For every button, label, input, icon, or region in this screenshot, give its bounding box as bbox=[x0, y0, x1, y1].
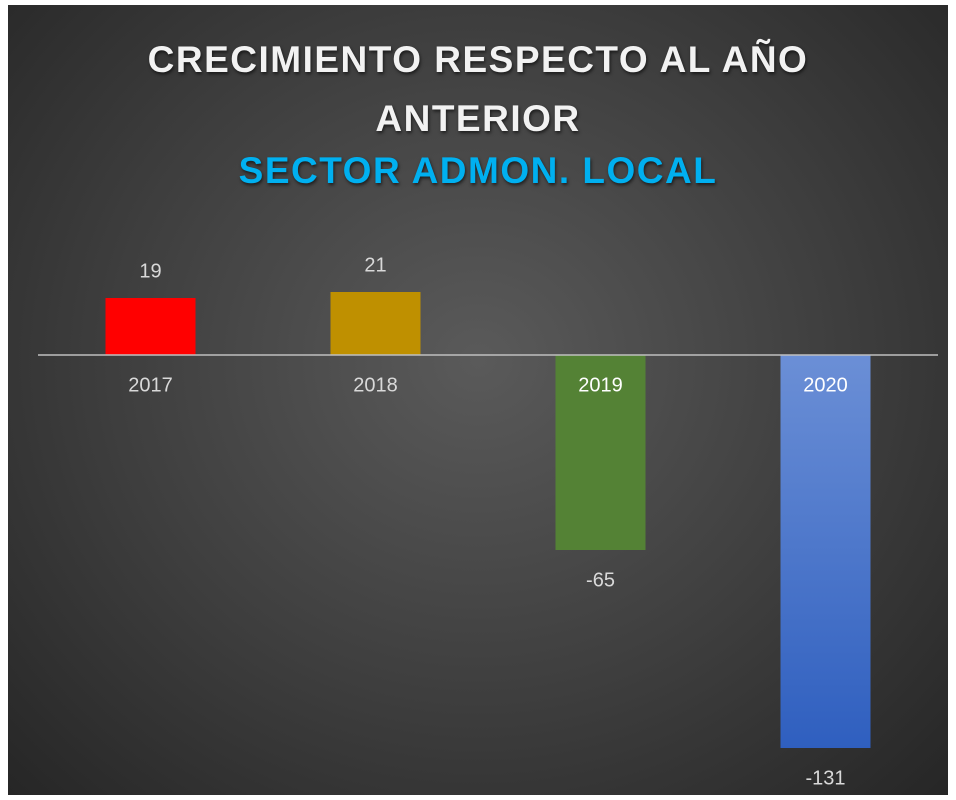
data-label: -131 bbox=[805, 767, 845, 789]
bar bbox=[555, 355, 646, 550]
chart-title: CRECIMIENTO RESPECTO AL AÑO ANTERIOR bbox=[147, 39, 809, 139]
x-tick-label: 2019 bbox=[578, 374, 623, 396]
chart-subtitle: SECTOR ADMON. LOCAL bbox=[238, 150, 718, 191]
data-label: 19 bbox=[139, 260, 161, 282]
data-label: 21 bbox=[364, 254, 386, 276]
bar bbox=[330, 292, 421, 355]
bar bbox=[105, 298, 196, 355]
bar bbox=[780, 355, 871, 748]
data-label: -65 bbox=[586, 569, 615, 591]
x-tick-label: 2020 bbox=[803, 374, 848, 396]
x-tick-label: 2018 bbox=[353, 374, 398, 396]
x-tick-label: 2017 bbox=[128, 374, 173, 396]
